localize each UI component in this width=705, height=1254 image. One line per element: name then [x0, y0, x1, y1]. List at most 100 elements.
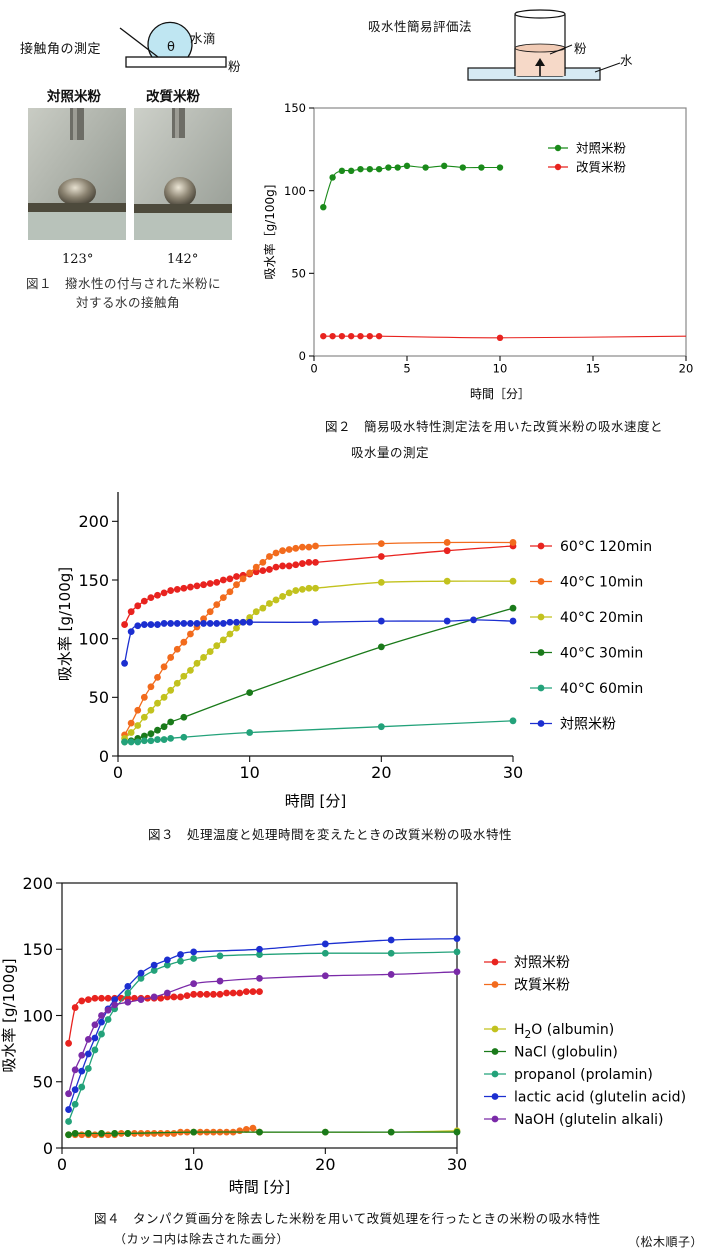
- data-point: [272, 563, 280, 571]
- data-point: [163, 961, 171, 969]
- fig1-caption-line1: 図１ 撥水性の付与された米粉に: [26, 276, 222, 291]
- series-0: [320, 162, 504, 211]
- data-point: [509, 539, 517, 546]
- data-point: [256, 988, 263, 996]
- data-point: [121, 659, 128, 667]
- y-tick-label: 150: [284, 101, 306, 115]
- data-point: [78, 1083, 86, 1091]
- series-1: [320, 332, 687, 342]
- data-point: [206, 620, 214, 627]
- data-point: [163, 956, 171, 964]
- legend-item: 40°C 10min: [530, 575, 643, 591]
- data-point: [91, 1131, 99, 1139]
- data-point: [285, 546, 293, 553]
- data-point: [320, 332, 327, 340]
- data-point: [111, 1001, 119, 1009]
- data-point: [292, 587, 300, 594]
- data-point: [127, 738, 135, 746]
- legend-swatch-dot: [537, 684, 545, 692]
- fig2-chart: 0 5 10 15 20 0 50 100 150 時間［分］ 吸水率［g/100g] 対照米粉改質米…: [262, 101, 693, 401]
- data-point: [91, 994, 99, 1002]
- data-point: [252, 568, 260, 576]
- data-point: [320, 204, 327, 211]
- data-point: [298, 585, 306, 593]
- legend-label: 対照米粉: [560, 717, 616, 733]
- data-point: [137, 975, 145, 982]
- data-point: [366, 165, 373, 173]
- data-point: [478, 164, 485, 171]
- x-tick-label: 20: [371, 763, 391, 782]
- data-point: [111, 1130, 119, 1137]
- data-point: [98, 1030, 105, 1038]
- legend-item: 40°C 60min: [530, 681, 643, 697]
- data-point: [266, 553, 273, 560]
- photo1-label: 対照米粉: [47, 89, 101, 105]
- data-point: [279, 547, 286, 555]
- legend-item: NaOH (glutelin alkali): [484, 1112, 664, 1128]
- legend-swatch-dot: [537, 720, 545, 727]
- x-tick-label: 0: [113, 763, 123, 782]
- data-point: [154, 736, 161, 743]
- data-point: [200, 581, 207, 589]
- data-point: [216, 977, 224, 985]
- y-tick-label: 50: [291, 266, 306, 280]
- data-point: [167, 654, 175, 661]
- x-tick-label: 0: [57, 1155, 67, 1174]
- x-tick-label: 0: [310, 362, 317, 376]
- plot-frame: [313, 107, 687, 357]
- data-point: [213, 578, 221, 586]
- data-point: [127, 729, 135, 736]
- y-tick-label: 100: [22, 1006, 53, 1025]
- fig1-contact-diagram: 接触角の測定 θ 水滴 粉: [20, 20, 241, 80]
- data-point: [453, 948, 461, 956]
- data-point: [160, 736, 168, 743]
- data-point: [134, 622, 142, 630]
- data-point: [121, 621, 128, 628]
- axes: 0 10 20 30 0 50 100 150 200 時間 [分] 吸水率 [g/100g]: [0, 874, 467, 1196]
- data-point: [377, 723, 385, 731]
- data-point: [272, 549, 280, 557]
- data-point: [200, 654, 207, 661]
- legend-item: 40°C 30min: [530, 646, 643, 662]
- data-point: [104, 1131, 112, 1139]
- series-3: [121, 604, 517, 746]
- data-point: [170, 993, 178, 1001]
- legend-label: lactic acid (glutelin acid): [514, 1090, 686, 1106]
- legend-item: 改質米粉: [484, 978, 570, 994]
- data-point: [160, 723, 168, 731]
- data-point: [206, 580, 214, 587]
- data-point: [134, 602, 142, 610]
- data-point: [170, 1130, 178, 1137]
- data-point: [387, 971, 395, 978]
- data-point: [187, 630, 194, 638]
- data-point: [459, 164, 466, 171]
- fig4-author: （松木順子）: [628, 1235, 704, 1249]
- data-point: [298, 543, 306, 551]
- data-point: [167, 735, 175, 742]
- data-point: [422, 164, 429, 171]
- data-point: [180, 584, 188, 592]
- angle-control: 123°: [62, 252, 94, 267]
- data-point: [190, 955, 198, 962]
- legend-swatch-dot: [491, 958, 499, 966]
- data-point: [104, 994, 112, 1002]
- data-point: [190, 990, 198, 998]
- x-tick-label: 15: [586, 362, 601, 376]
- data-point: [266, 600, 273, 607]
- legend-swatch-dot: [491, 1070, 499, 1078]
- data-point: [104, 1006, 112, 1014]
- data-point: [187, 666, 194, 674]
- data-point: [124, 982, 132, 990]
- x-axis-label: 時間 [分]: [229, 1178, 290, 1196]
- data-point: [154, 673, 161, 681]
- data-point: [154, 699, 161, 707]
- data-point: [213, 620, 221, 627]
- data-point: [443, 547, 451, 555]
- legend-item: 対照米粉: [530, 717, 616, 733]
- fig4-caption-line2: （カッコ内は除去された画分）: [114, 1232, 290, 1246]
- legend-swatch-dot: [554, 163, 562, 171]
- data-point: [338, 332, 346, 340]
- legend-item: propanol (prolamin): [484, 1067, 653, 1083]
- data-point: [180, 733, 188, 741]
- data-point: [321, 940, 329, 948]
